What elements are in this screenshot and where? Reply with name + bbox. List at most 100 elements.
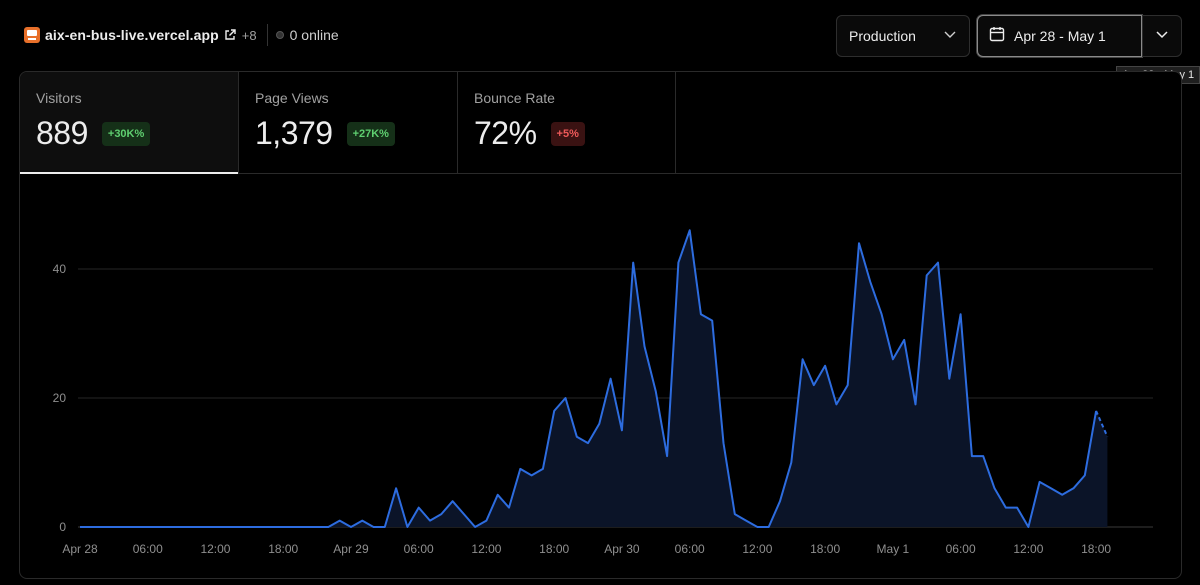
data-point [982, 455, 984, 457]
x-tick-label: 12:00 [471, 542, 501, 556]
data-point [711, 319, 713, 321]
online-status-dot-icon [275, 31, 284, 39]
data-point [542, 468, 544, 470]
data-point [124, 526, 126, 528]
data-point [384, 526, 386, 528]
x-tick-label: 06:00 [675, 542, 705, 556]
x-tick-label: Apr 30 [604, 542, 640, 556]
y-tick-label: 20 [53, 391, 67, 405]
data-point [463, 513, 465, 515]
visitors-chart[interactable]: 0 20 40 Apr 28 06:00 12:00 18:00 Apr 29 06:00 12:… [20, 175, 1181, 578]
tab-page-views[interactable]: Page Views 1,379 +27K% [239, 72, 458, 173]
data-point [203, 526, 205, 528]
data-point [892, 358, 894, 360]
data-point [813, 384, 815, 386]
data-point [485, 519, 487, 521]
data-point [429, 519, 431, 521]
stat-label: Page Views [255, 90, 329, 106]
data-point [948, 378, 950, 380]
data-point [1072, 487, 1074, 489]
data-point [756, 526, 758, 528]
bus-icon [24, 27, 40, 43]
change-badge: +27K% [346, 121, 395, 146]
x-tick-label: 18:00 [539, 542, 569, 556]
data-point [79, 526, 81, 528]
data-point [587, 442, 589, 444]
data-point [90, 526, 92, 528]
tab-visitors[interactable]: Visitors 889 +30K% [20, 72, 239, 174]
data-point [327, 526, 329, 528]
data-point [305, 526, 307, 528]
chevron-down-icon [1155, 27, 1169, 46]
data-point [248, 526, 250, 528]
data-point [643, 345, 645, 347]
y-tick-label: 0 [59, 520, 66, 534]
data-point [180, 526, 182, 528]
data-point [655, 390, 657, 392]
data-point [1061, 494, 1063, 496]
data-point [440, 513, 442, 515]
data-point [339, 519, 341, 521]
x-tick-label: 06:00 [133, 542, 163, 556]
tab-bounce-rate[interactable]: Bounce Rate 72% +5% [458, 72, 676, 173]
data-point [395, 487, 397, 489]
visitors-chart-svg: 0 20 40 Apr 28 06:00 12:00 18:00 Apr 29 06:00 12:… [53, 229, 1153, 556]
data-point [1016, 506, 1018, 508]
data-point [406, 526, 408, 528]
data-point [259, 526, 261, 528]
data-point [372, 526, 374, 528]
stat-value: 1,379 [255, 115, 333, 151]
stat-label: Visitors [36, 90, 82, 106]
data-point [147, 526, 149, 528]
stat-value: 889 [36, 115, 88, 151]
data-point [214, 526, 216, 528]
x-tick-label: 06:00 [946, 542, 976, 556]
data-point [1106, 436, 1108, 438]
data-point [316, 526, 318, 528]
data-point [745, 519, 747, 521]
data-point [632, 261, 634, 263]
data-point [677, 261, 679, 263]
stat-value: 72% [474, 115, 537, 151]
data-point [621, 429, 623, 431]
data-point [135, 526, 137, 528]
data-point [689, 229, 691, 231]
online-count: 0 online [289, 27, 339, 43]
data-point [530, 474, 532, 476]
data-point [508, 506, 510, 508]
data-point [903, 339, 905, 341]
external-link-icon[interactable] [224, 29, 236, 41]
data-point [847, 384, 849, 386]
series-line [80, 229, 1098, 528]
date-range-value: Apr 28 - May 1 [1014, 28, 1106, 44]
data-point [1027, 526, 1029, 528]
data-point [824, 365, 826, 367]
analytics-panel: Visitors 889 +30K% Page Views 1,379 +27K… [19, 71, 1182, 579]
data-point [700, 313, 702, 315]
data-point [768, 526, 770, 528]
data-point [835, 403, 837, 405]
data-point [519, 468, 521, 470]
data-point [271, 526, 273, 528]
series-line-partial [1095, 410, 1109, 438]
data-point [553, 410, 555, 412]
data-point [609, 378, 611, 380]
data-point [226, 526, 228, 528]
calendar-icon [989, 26, 1005, 47]
data-point [113, 526, 115, 528]
environment-select-value: Production [849, 28, 916, 44]
site-link[interactable]: aix-en-bus-live.vercel.app [45, 27, 219, 43]
data-point [282, 526, 284, 528]
more-projects-count[interactable]: +8 [241, 27, 257, 43]
data-point [192, 526, 194, 528]
date-range-button[interactable]: Apr 28 - May 1 [977, 15, 1142, 57]
x-tick-label: Apr 29 [333, 542, 369, 556]
data-point [474, 526, 476, 528]
date-range-dropdown-button[interactable] [1142, 15, 1182, 57]
data-point [937, 261, 939, 263]
x-tick-label: 18:00 [1081, 542, 1111, 556]
data-point [158, 526, 160, 528]
stat-label: Bounce Rate [474, 90, 555, 106]
data-point [1038, 481, 1040, 483]
environment-select[interactable]: Production [836, 15, 970, 57]
